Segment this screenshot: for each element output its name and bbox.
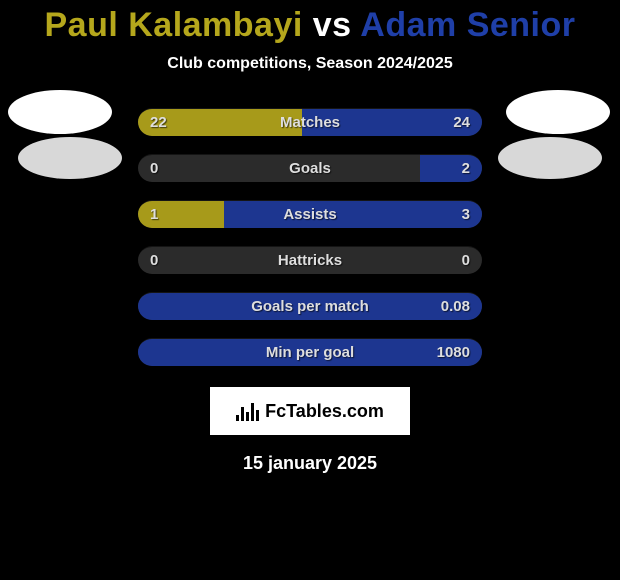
stat-row: 0 Goals 2 [0, 145, 620, 191]
stat-label: Assists [283, 206, 336, 223]
stat-value-right: 2 [462, 160, 470, 177]
pill-fill-right [224, 201, 482, 228]
chart-icon [236, 401, 259, 421]
stat-value-right: 24 [453, 114, 470, 131]
stat-value-right: 0 [462, 252, 470, 269]
stat-row: 22 Matches 24 [0, 99, 620, 145]
fctables-badge[interactable]: FcTables.com [210, 387, 410, 435]
pill-fill-right [420, 155, 482, 182]
stat-value-right: 1080 [437, 344, 470, 361]
stat-value-left: 22 [150, 114, 167, 131]
stat-label: Min per goal [266, 344, 354, 361]
stat-row: 1 Assists 3 [0, 191, 620, 237]
stat-label: Goals [289, 160, 331, 177]
stat-label: Goals per match [251, 298, 369, 315]
stats-container: 22 Matches 24 0 Goals 2 1 Assists 3 0 Ha… [0, 99, 620, 375]
stat-label: Matches [280, 114, 340, 131]
page-title: Paul Kalambayi vs Adam Senior [0, 0, 620, 45]
stat-value-right: 3 [462, 206, 470, 223]
title-vs: vs [303, 6, 360, 44]
stat-row: Min per goal 1080 [0, 329, 620, 375]
title-player1: Paul Kalambayi [44, 6, 302, 44]
stat-value-left: 0 [150, 252, 158, 269]
stat-value-right: 0.08 [441, 298, 470, 315]
stat-row: 0 Hattricks 0 [0, 237, 620, 283]
title-player2: Adam Senior [360, 6, 575, 44]
stat-value-left: 1 [150, 206, 158, 223]
fctables-label: FcTables.com [265, 401, 384, 422]
subtitle: Club competitions, Season 2024/2025 [0, 55, 620, 73]
stat-label: Hattricks [278, 252, 342, 269]
date-label: 15 january 2025 [0, 453, 620, 474]
stat-row: Goals per match 0.08 [0, 283, 620, 329]
stat-value-left: 0 [150, 160, 158, 177]
